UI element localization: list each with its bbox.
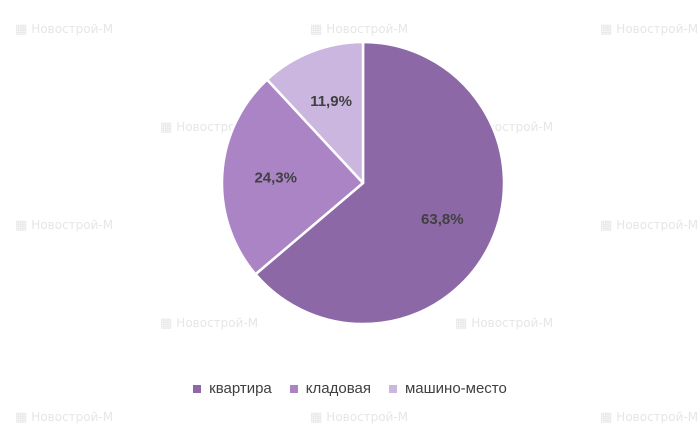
- pie-data-label: 24,3%: [254, 169, 297, 186]
- building-icon: ▦: [600, 22, 613, 37]
- legend-label: машино-место: [404, 380, 507, 397]
- watermark: ▦Новострой-М: [310, 410, 409, 425]
- watermark: ▦Новострой-М: [15, 218, 114, 233]
- building-icon: ▦: [15, 22, 28, 37]
- pie-slices: [220, 40, 506, 326]
- watermark: ▦Новострой-М: [600, 218, 699, 233]
- building-icon: ▦: [310, 410, 323, 425]
- watermark: ▦Новострой-М: [600, 22, 699, 37]
- watermark: ▦Новострой-М: [15, 410, 114, 425]
- building-icon: ▦: [15, 218, 28, 233]
- watermark: ▦Новострой-М: [160, 316, 259, 331]
- legend-item: квартира: [193, 380, 272, 397]
- legend: квартира кладовая машино-место: [0, 380, 700, 397]
- watermark: ▦Новострой-М: [455, 316, 554, 331]
- building-icon: ▦: [310, 22, 323, 37]
- watermark: ▦Новострой-М: [15, 22, 114, 37]
- legend-swatch: [388, 384, 397, 393]
- building-icon: ▦: [600, 410, 613, 425]
- building-icon: ▦: [455, 316, 468, 331]
- building-icon: ▦: [15, 410, 28, 425]
- building-icon: ▦: [160, 120, 173, 135]
- pie-data-labels: 63,8% 24,3% 11,9%: [254, 93, 463, 228]
- legend-item: машино-место: [388, 380, 507, 397]
- pie-data-label: 11,9%: [310, 93, 352, 110]
- watermark: ▦Новострой-М: [600, 410, 699, 425]
- building-icon: ▦: [160, 316, 173, 331]
- pie-slice-3: [265, 40, 365, 185]
- building-icon: ▦: [600, 218, 613, 233]
- pie-slice-1: [254, 40, 506, 326]
- legend-label: квартира: [209, 380, 272, 397]
- watermark: ▦Новострой-М: [310, 22, 409, 37]
- pie-slice-2: [220, 78, 365, 276]
- legend-swatch: [193, 384, 202, 393]
- legend-item: кладовая: [289, 380, 371, 397]
- pie-data-label: 63,8%: [421, 211, 464, 228]
- legend-label: кладовая: [305, 380, 371, 397]
- legend-swatch: [289, 384, 298, 393]
